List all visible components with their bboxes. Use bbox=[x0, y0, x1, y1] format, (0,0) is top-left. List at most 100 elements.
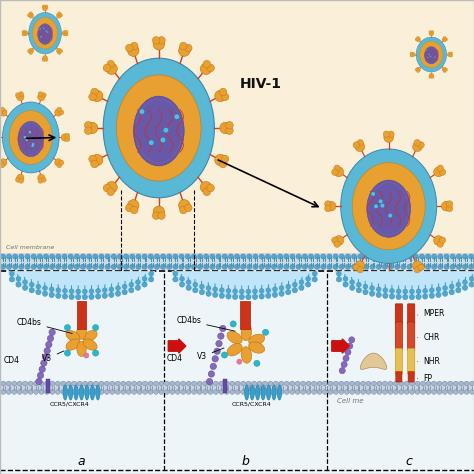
Circle shape bbox=[226, 294, 231, 299]
Circle shape bbox=[181, 390, 186, 394]
Circle shape bbox=[410, 390, 415, 394]
Circle shape bbox=[136, 264, 141, 269]
Circle shape bbox=[66, 390, 71, 394]
Circle shape bbox=[236, 381, 240, 386]
Circle shape bbox=[421, 381, 426, 386]
Circle shape bbox=[226, 127, 233, 135]
Circle shape bbox=[110, 381, 115, 386]
Ellipse shape bbox=[424, 46, 438, 64]
Circle shape bbox=[99, 264, 104, 269]
Circle shape bbox=[442, 37, 447, 42]
Circle shape bbox=[87, 264, 92, 269]
Circle shape bbox=[323, 390, 328, 394]
Circle shape bbox=[55, 381, 60, 386]
Circle shape bbox=[351, 264, 357, 269]
Circle shape bbox=[356, 282, 361, 287]
Circle shape bbox=[454, 390, 458, 394]
Circle shape bbox=[0, 107, 5, 112]
Circle shape bbox=[81, 264, 86, 269]
Circle shape bbox=[56, 254, 61, 259]
Circle shape bbox=[426, 254, 431, 259]
Circle shape bbox=[148, 381, 153, 386]
Circle shape bbox=[29, 131, 31, 133]
Circle shape bbox=[344, 381, 349, 386]
Circle shape bbox=[388, 131, 394, 137]
Circle shape bbox=[404, 381, 409, 386]
Circle shape bbox=[432, 264, 437, 269]
Circle shape bbox=[41, 177, 46, 182]
Circle shape bbox=[126, 44, 133, 52]
Text: Cell me: Cell me bbox=[337, 398, 363, 404]
Circle shape bbox=[24, 136, 26, 138]
Circle shape bbox=[68, 254, 73, 259]
Ellipse shape bbox=[83, 339, 97, 350]
Circle shape bbox=[339, 254, 344, 259]
Circle shape bbox=[45, 5, 48, 8]
FancyBboxPatch shape bbox=[0, 270, 474, 474]
Circle shape bbox=[271, 254, 277, 259]
Circle shape bbox=[192, 381, 197, 386]
Circle shape bbox=[203, 60, 210, 68]
Circle shape bbox=[413, 264, 419, 269]
Circle shape bbox=[259, 264, 264, 269]
Circle shape bbox=[432, 254, 437, 259]
Circle shape bbox=[89, 93, 96, 100]
Circle shape bbox=[246, 264, 252, 269]
Circle shape bbox=[334, 381, 338, 386]
Ellipse shape bbox=[18, 121, 44, 157]
Circle shape bbox=[46, 30, 47, 32]
Circle shape bbox=[105, 264, 110, 269]
Circle shape bbox=[164, 390, 169, 394]
Circle shape bbox=[443, 70, 446, 73]
Circle shape bbox=[320, 264, 326, 269]
Circle shape bbox=[0, 110, 3, 115]
Circle shape bbox=[286, 290, 291, 295]
Circle shape bbox=[123, 264, 129, 269]
Circle shape bbox=[27, 49, 31, 53]
Circle shape bbox=[351, 254, 357, 259]
Polygon shape bbox=[335, 271, 474, 297]
Circle shape bbox=[130, 254, 135, 259]
Circle shape bbox=[210, 254, 215, 259]
Circle shape bbox=[132, 381, 137, 386]
Circle shape bbox=[445, 68, 447, 71]
Circle shape bbox=[414, 266, 420, 273]
Circle shape bbox=[37, 264, 43, 269]
Circle shape bbox=[39, 366, 46, 373]
Circle shape bbox=[23, 285, 27, 291]
Circle shape bbox=[18, 91, 24, 97]
Circle shape bbox=[259, 294, 264, 299]
Circle shape bbox=[16, 276, 21, 281]
Circle shape bbox=[57, 107, 62, 112]
Circle shape bbox=[434, 236, 443, 246]
Ellipse shape bbox=[367, 180, 410, 237]
Circle shape bbox=[170, 390, 175, 394]
Circle shape bbox=[219, 288, 224, 292]
Circle shape bbox=[15, 177, 20, 182]
Circle shape bbox=[180, 282, 185, 287]
Circle shape bbox=[273, 292, 278, 298]
Circle shape bbox=[45, 58, 48, 62]
Circle shape bbox=[230, 381, 235, 386]
Circle shape bbox=[312, 390, 317, 394]
Circle shape bbox=[56, 48, 62, 53]
Circle shape bbox=[59, 49, 63, 53]
Text: CD4bs: CD4bs bbox=[176, 316, 235, 331]
Circle shape bbox=[328, 390, 333, 394]
Circle shape bbox=[115, 390, 120, 394]
Circle shape bbox=[254, 360, 260, 366]
Circle shape bbox=[110, 390, 115, 394]
Circle shape bbox=[65, 133, 70, 138]
Circle shape bbox=[160, 264, 166, 269]
Circle shape bbox=[0, 163, 5, 168]
Circle shape bbox=[350, 381, 355, 386]
Circle shape bbox=[68, 264, 73, 269]
Circle shape bbox=[450, 54, 453, 57]
Circle shape bbox=[334, 236, 344, 246]
Circle shape bbox=[469, 282, 474, 287]
Circle shape bbox=[180, 276, 184, 281]
Circle shape bbox=[69, 294, 74, 300]
Circle shape bbox=[428, 54, 430, 55]
Ellipse shape bbox=[133, 96, 184, 166]
Circle shape bbox=[341, 361, 347, 368]
